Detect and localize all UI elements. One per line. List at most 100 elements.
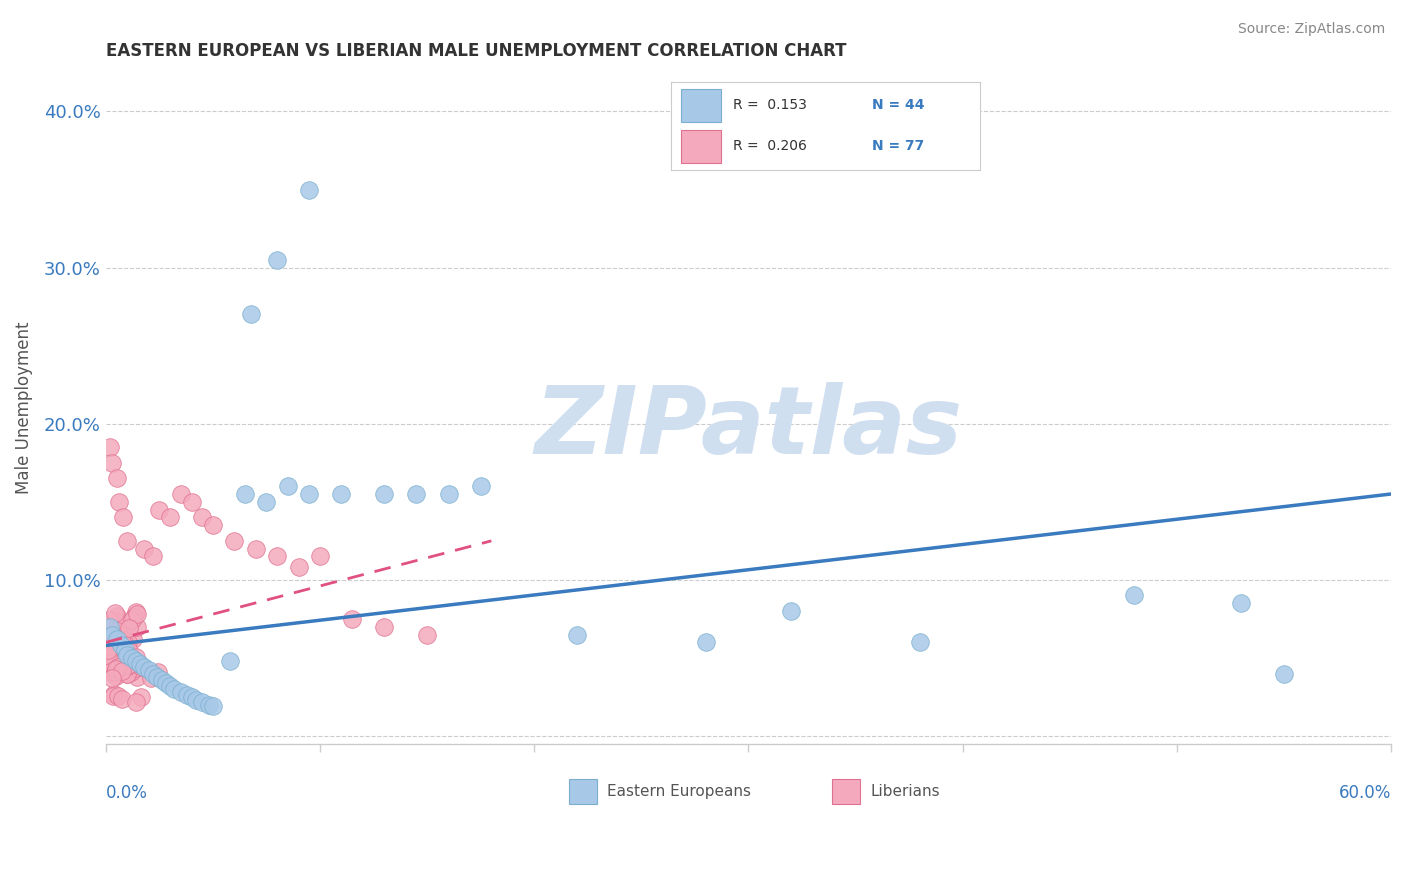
Point bbox=[125, 654, 148, 668]
Point bbox=[114, 643, 136, 657]
Point bbox=[219, 654, 242, 668]
Bar bbox=[568, 779, 596, 805]
Point bbox=[104, 648, 127, 662]
Point bbox=[115, 636, 138, 650]
Point bbox=[121, 632, 143, 646]
Point bbox=[105, 632, 128, 647]
Point bbox=[197, 698, 219, 712]
Point bbox=[340, 612, 363, 626]
Point bbox=[118, 643, 141, 657]
Point bbox=[201, 518, 224, 533]
Point bbox=[105, 471, 128, 485]
Point bbox=[565, 627, 588, 641]
Point bbox=[101, 456, 124, 470]
Point bbox=[112, 632, 135, 647]
Point bbox=[111, 634, 134, 648]
Point bbox=[103, 640, 125, 654]
Point bbox=[138, 664, 160, 678]
Point bbox=[908, 635, 931, 649]
Point bbox=[159, 679, 181, 693]
Point bbox=[97, 646, 120, 660]
Point bbox=[163, 682, 186, 697]
Point bbox=[180, 495, 202, 509]
Point bbox=[695, 635, 717, 649]
Point bbox=[101, 689, 124, 703]
Point bbox=[134, 541, 156, 556]
Point bbox=[107, 664, 129, 678]
Point bbox=[277, 479, 299, 493]
Point bbox=[131, 660, 153, 674]
Point bbox=[117, 635, 139, 649]
Point bbox=[98, 620, 121, 634]
Point bbox=[97, 613, 120, 627]
Text: 60.0%: 60.0% bbox=[1339, 784, 1391, 802]
Point bbox=[141, 671, 163, 685]
Point bbox=[309, 549, 332, 564]
Point bbox=[224, 533, 246, 548]
Point bbox=[245, 541, 267, 556]
Point bbox=[107, 660, 129, 674]
Point bbox=[118, 657, 141, 672]
Point bbox=[780, 604, 803, 618]
Text: 0.0%: 0.0% bbox=[105, 784, 148, 802]
Point bbox=[107, 615, 129, 630]
Point bbox=[98, 640, 121, 654]
Point bbox=[110, 639, 132, 653]
Point bbox=[134, 660, 156, 674]
Point bbox=[105, 662, 128, 676]
Point bbox=[129, 657, 152, 672]
Point bbox=[117, 533, 139, 548]
Point bbox=[111, 691, 134, 706]
Point bbox=[125, 607, 148, 621]
Point bbox=[111, 665, 134, 679]
Point bbox=[124, 650, 146, 665]
Point bbox=[1230, 596, 1253, 610]
Point bbox=[142, 549, 165, 564]
Point bbox=[146, 670, 169, 684]
Point bbox=[122, 657, 145, 672]
Point bbox=[127, 670, 149, 684]
Point bbox=[373, 620, 395, 634]
Text: Eastern Europeans: Eastern Europeans bbox=[607, 784, 751, 799]
Point bbox=[125, 620, 148, 634]
Point bbox=[98, 665, 121, 679]
Point bbox=[266, 549, 288, 564]
Point bbox=[256, 495, 278, 509]
Text: Source: ZipAtlas.com: Source: ZipAtlas.com bbox=[1237, 22, 1385, 37]
Point bbox=[142, 666, 165, 681]
Point bbox=[115, 666, 138, 681]
Point bbox=[101, 627, 124, 641]
Point bbox=[184, 693, 207, 707]
Point bbox=[98, 626, 121, 640]
Point bbox=[233, 487, 256, 501]
Bar bbox=[832, 779, 860, 805]
Point bbox=[120, 665, 142, 679]
Point bbox=[176, 689, 198, 703]
Point bbox=[122, 610, 145, 624]
Point bbox=[125, 661, 148, 675]
Point bbox=[115, 667, 138, 681]
Point bbox=[191, 510, 214, 524]
Point bbox=[470, 479, 492, 493]
Point bbox=[107, 624, 129, 639]
Point bbox=[104, 607, 127, 621]
Point bbox=[180, 690, 202, 704]
Point bbox=[98, 440, 121, 454]
Point bbox=[121, 613, 143, 627]
Point bbox=[101, 671, 124, 685]
Text: EASTERN EUROPEAN VS LIBERIAN MALE UNEMPLOYMENT CORRELATION CHART: EASTERN EUROPEAN VS LIBERIAN MALE UNEMPL… bbox=[105, 42, 846, 60]
Point bbox=[148, 502, 170, 516]
Point bbox=[118, 621, 141, 635]
Point bbox=[240, 308, 263, 322]
Point bbox=[201, 699, 224, 714]
Point bbox=[107, 689, 129, 703]
Point bbox=[121, 651, 143, 665]
Point bbox=[97, 648, 120, 663]
Text: ZIPatlas: ZIPatlas bbox=[534, 383, 963, 475]
Point bbox=[125, 695, 148, 709]
Point bbox=[170, 487, 193, 501]
Point bbox=[159, 510, 181, 524]
Point bbox=[124, 605, 146, 619]
Point bbox=[416, 627, 439, 641]
Point bbox=[98, 664, 121, 678]
